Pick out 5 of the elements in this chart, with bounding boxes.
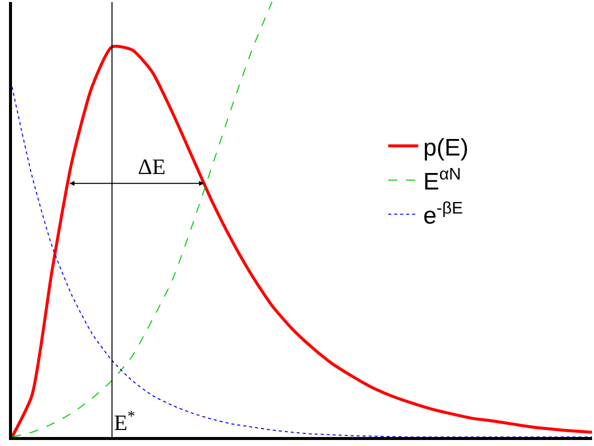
legend-label: e$^{-βE}$ bbox=[423, 198, 463, 230]
legend-label: E$^{αN}$ bbox=[423, 164, 462, 196]
annotation: ΔE bbox=[138, 154, 166, 179]
legend-label: p(E) bbox=[423, 134, 469, 162]
annotation: E$^{*}$ bbox=[114, 408, 136, 436]
